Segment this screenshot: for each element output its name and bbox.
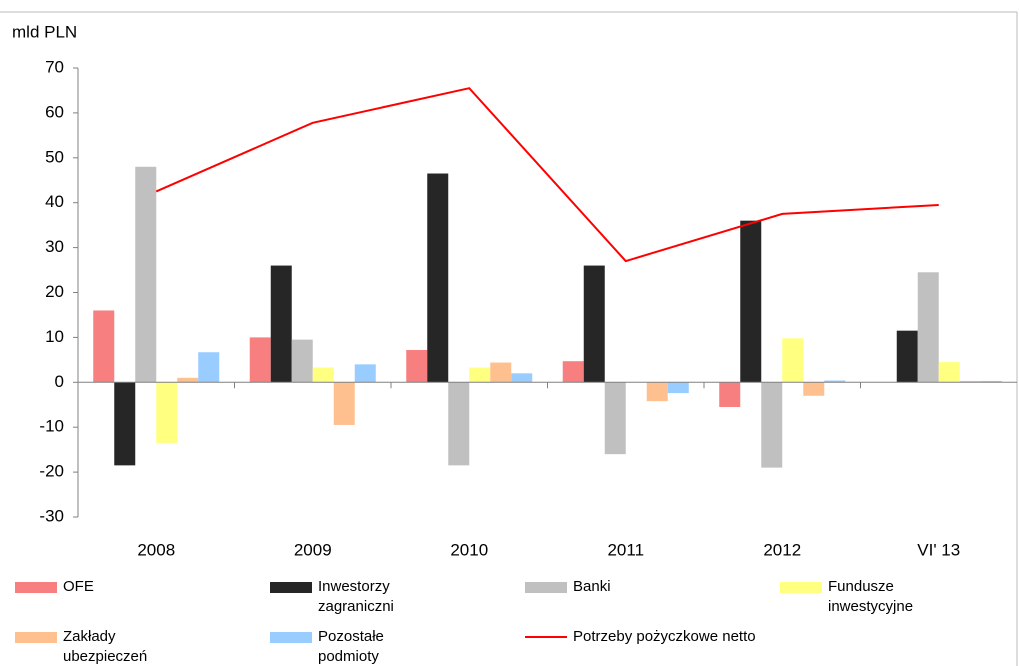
- bar: [354, 364, 376, 383]
- bar: [917, 272, 939, 383]
- x-tick-label: VI' 13: [917, 540, 960, 559]
- y-axis-label: mld PLN: [12, 22, 77, 41]
- bar: [740, 220, 762, 383]
- line-series: [155, 87, 939, 263]
- bar: [114, 382, 136, 466]
- x-tick-label: 2008: [137, 540, 175, 559]
- x-tick-label: 2010: [450, 540, 488, 559]
- bar: [177, 377, 199, 383]
- bar: [511, 373, 533, 383]
- legend-label: OFE: [63, 578, 94, 595]
- bar: [333, 382, 355, 425]
- legend-swatch: [270, 582, 312, 593]
- bar: [938, 362, 960, 383]
- bar: [270, 265, 292, 383]
- bar: [803, 382, 825, 396]
- y-tick-label: 30: [45, 237, 64, 256]
- bar: [93, 310, 115, 383]
- bar: [156, 382, 178, 443]
- y-tick-label: 40: [45, 192, 64, 211]
- legend-swatch: [15, 582, 57, 593]
- bar: [135, 166, 157, 383]
- bar: [980, 380, 1002, 383]
- y-tick-label: -10: [39, 417, 64, 436]
- legend-label: Zakłady ubezpieczeń: [63, 628, 148, 665]
- bar: [249, 337, 271, 383]
- y-tick-label: 70: [45, 57, 64, 76]
- bar: [312, 367, 334, 383]
- legend-swatch: [270, 632, 312, 643]
- legend-swatch: [15, 632, 57, 643]
- legend-swatch: [780, 582, 822, 593]
- bar: [198, 352, 220, 383]
- y-tick-label: 0: [55, 372, 64, 391]
- bar: [291, 339, 313, 383]
- y-tick-label: -30: [39, 506, 64, 525]
- bar: [583, 265, 605, 383]
- legend-swatch: [525, 636, 567, 638]
- bar: [896, 330, 918, 383]
- y-tick-label: 20: [45, 282, 64, 301]
- bar: [469, 367, 491, 383]
- bar: [604, 382, 626, 455]
- legend-label: Inwestorzy zagraniczni: [318, 578, 394, 615]
- bar: [646, 382, 668, 402]
- y-tick-label: 60: [45, 102, 64, 121]
- legend-label: Fundusze inwestycyjne: [828, 578, 914, 615]
- x-tick-label: 2011: [607, 540, 644, 559]
- x-tick-label: 2009: [294, 540, 332, 559]
- legend-label: Banki: [573, 578, 611, 595]
- bar: [761, 382, 783, 468]
- bar: [959, 380, 981, 383]
- bar: [667, 382, 689, 394]
- bar: [562, 361, 584, 383]
- legend-label: Pozostałe podmioty: [318, 628, 384, 665]
- bar: [490, 362, 512, 383]
- legend-swatch: [525, 582, 567, 593]
- bar: [824, 380, 846, 383]
- bar: [448, 382, 470, 466]
- y-tick-label: 50: [45, 147, 64, 166]
- bar: [427, 173, 449, 383]
- bar: [719, 382, 741, 407]
- x-tick-label: 2012: [763, 540, 801, 559]
- bar: [782, 338, 804, 383]
- bar: [406, 349, 428, 383]
- y-tick-label: 10: [45, 327, 64, 346]
- y-tick-label: -20: [39, 462, 64, 481]
- legend-label: Potrzeby pożyczkowe netto: [573, 628, 756, 645]
